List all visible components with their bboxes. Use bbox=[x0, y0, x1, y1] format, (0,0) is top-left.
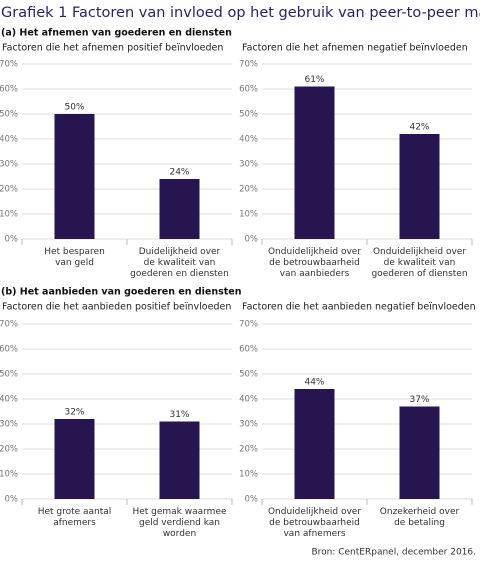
x-tick-label: Het besparen van geld bbox=[44, 247, 105, 268]
y-tick-label: 50% bbox=[0, 110, 18, 120]
bar bbox=[54, 419, 95, 499]
bar bbox=[54, 114, 95, 239]
y-tick-label: 0% bbox=[245, 235, 259, 245]
y-tick-label: 40% bbox=[0, 135, 18, 145]
y-tick-label: 40% bbox=[239, 135, 258, 145]
y-tick-label: 60% bbox=[0, 85, 18, 95]
y-tick-label: 10% bbox=[239, 210, 258, 220]
bar bbox=[294, 389, 335, 499]
y-tick-label: 30% bbox=[239, 420, 258, 430]
value-label: 61% bbox=[304, 75, 324, 85]
chart-title: Factoren die het afnemen negatief beïnvl… bbox=[242, 43, 468, 54]
y-tick-label: 40% bbox=[0, 395, 18, 405]
x-tick-label: Het gemak waarmee geld verdiend kan worden bbox=[132, 507, 227, 539]
x-tick-label: Onduidelijkheid over de betrouwbaarheid va… bbox=[268, 507, 361, 539]
section-title: (a) Het afnemen van goederen en diensten bbox=[1, 28, 232, 39]
y-tick-label: 10% bbox=[239, 470, 258, 480]
x-tick-label: Duidelijkheid over de kwaliteit van goeder… bbox=[130, 247, 229, 279]
bar bbox=[399, 406, 440, 499]
y-tick-label: 50% bbox=[0, 370, 18, 380]
value-label: 32% bbox=[64, 408, 84, 418]
x-tick-label: Onzekerheid over de betaling bbox=[380, 507, 460, 528]
y-tick-label: 20% bbox=[239, 185, 258, 195]
section-title: (b) Het aanbieden van goederen en dienst… bbox=[1, 287, 242, 298]
chart-title: Factoren die het afnemen positief beïnvl… bbox=[2, 43, 223, 54]
chart-title: Factoren die het aanbieden negatief beïn… bbox=[242, 302, 476, 313]
y-tick-label: 10% bbox=[0, 470, 18, 480]
value-label: 31% bbox=[169, 410, 189, 420]
y-tick-label: 40% bbox=[239, 395, 258, 405]
y-tick-label: 70% bbox=[0, 60, 18, 70]
y-tick-label: 30% bbox=[0, 420, 18, 430]
x-tick-label: Het grote aantal afnemers bbox=[38, 507, 112, 528]
value-label: 24% bbox=[169, 168, 189, 178]
value-label: 37% bbox=[409, 395, 429, 405]
value-label: 42% bbox=[409, 123, 429, 133]
bar bbox=[399, 134, 440, 239]
y-tick-label: 20% bbox=[239, 445, 258, 455]
y-tick-label: 10% bbox=[0, 210, 18, 220]
y-tick-label: 30% bbox=[239, 160, 258, 170]
y-tick-label: 30% bbox=[0, 160, 18, 170]
y-tick-label: 70% bbox=[0, 320, 18, 330]
x-tick-label: Onduidelijkheid over de kwaliteit van goed… bbox=[371, 247, 467, 279]
y-tick-label: 0% bbox=[245, 495, 259, 505]
value-label: 44% bbox=[304, 378, 324, 388]
y-tick-label: 70% bbox=[239, 320, 258, 330]
value-label: 50% bbox=[64, 103, 84, 113]
page-title: Grafiek 1 Factoren van invloed op het ge… bbox=[1, 5, 480, 21]
bar bbox=[294, 86, 335, 239]
bar bbox=[159, 421, 200, 499]
bar bbox=[159, 179, 200, 239]
y-tick-label: 50% bbox=[239, 370, 258, 380]
y-tick-label: 50% bbox=[239, 110, 258, 120]
y-tick-label: 20% bbox=[0, 185, 18, 195]
chart-title: Factoren die het aanbieden positief beïn… bbox=[2, 302, 231, 313]
y-tick-label: 20% bbox=[0, 445, 18, 455]
y-tick-label: 70% bbox=[239, 60, 258, 70]
y-tick-label: 60% bbox=[0, 345, 18, 355]
y-tick-label: 0% bbox=[5, 495, 19, 505]
y-tick-label: 60% bbox=[239, 85, 258, 95]
x-tick-label: Onduidelijkheid over de betrouwbaarheid va… bbox=[268, 247, 361, 279]
y-tick-label: 0% bbox=[5, 235, 19, 245]
y-tick-label: 60% bbox=[239, 345, 258, 355]
source: Bron: CentERpanel, december 2016. bbox=[311, 548, 476, 558]
